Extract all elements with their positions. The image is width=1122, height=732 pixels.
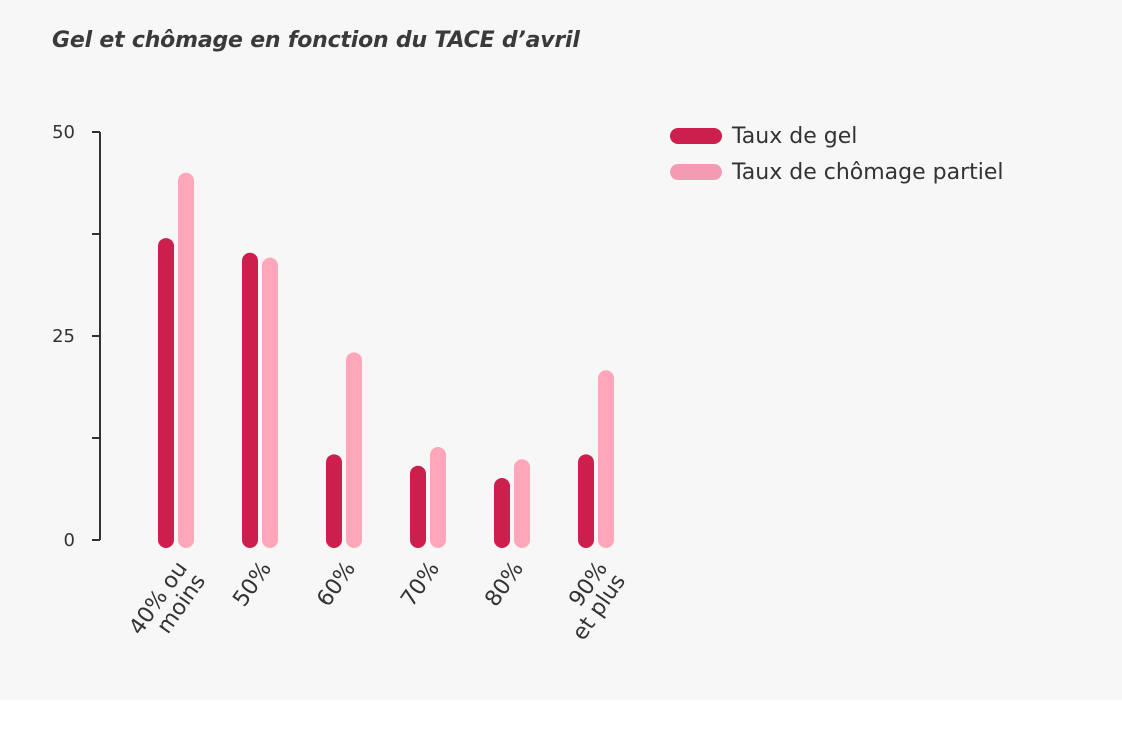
- x-tick-label-line: 50%: [228, 557, 277, 611]
- legend-swatch-chomage: [670, 164, 722, 180]
- legend-swatch-gel: [670, 128, 722, 144]
- y-tick-label: 50: [52, 122, 75, 143]
- legend-label-chomage: Taux de chômage partiel: [732, 159, 1004, 185]
- y-tick-label: 25: [52, 326, 75, 347]
- chart-title: Gel et chômage en fonction du TACE d’avr…: [52, 28, 580, 53]
- y-tick-label: 0: [64, 530, 75, 551]
- x-tick-label-line: 70%: [396, 557, 445, 611]
- bar-chart: 0 25 50 40% oumoins 50% 60% 70% 80% 90%et plus: [52, 122, 631, 652]
- x-tick-label-line: 60%: [312, 557, 361, 611]
- x-tick-label: 90%et plus: [550, 557, 631, 645]
- legend: Taux de gel Taux de chômage partiel: [670, 118, 1004, 190]
- x-tick-label: 50%: [228, 557, 277, 611]
- legend-label-gel: Taux de gel: [732, 123, 858, 149]
- x-tick-label: 60%: [312, 557, 361, 611]
- y-axis: 0 25 50: [52, 122, 101, 551]
- legend-item-chomage: Taux de chômage partiel: [670, 154, 1004, 190]
- legend-item-gel: Taux de gel: [670, 118, 1004, 154]
- bars: [158, 172, 614, 548]
- x-tick-label: 40% oumoins: [125, 557, 211, 652]
- chart-panel: Gel et chômage en fonction du TACE d’avr…: [52, 28, 1004, 652]
- x-tick-label: 80%: [480, 557, 529, 611]
- x-tick-label-line: 80%: [480, 557, 529, 611]
- x-tick-label: 70%: [396, 557, 445, 611]
- x-axis-labels: 40% oumoins 50% 60% 70% 80% 90%et plus: [125, 557, 631, 652]
